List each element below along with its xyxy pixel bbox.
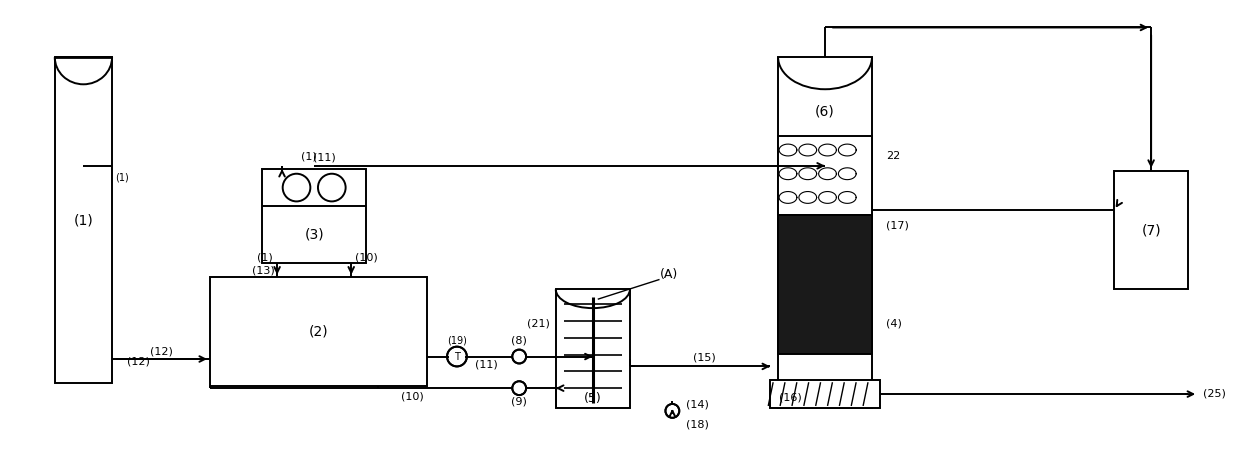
Text: (10): (10) (356, 253, 378, 263)
Text: (8): (8) (512, 336, 527, 346)
Text: (4): (4) (886, 319, 902, 329)
Bar (1114, 171, 1188, 289)
Text: (17): (17) (886, 220, 908, 230)
Text: (6): (6) (815, 105, 835, 119)
Text: (1): (1) (115, 173, 129, 183)
Text: (1): (1) (73, 213, 93, 227)
Text: (1): (1) (258, 253, 273, 263)
Text: (16): (16) (778, 392, 802, 402)
Text: (18): (18) (686, 420, 709, 430)
Text: (5): (5) (584, 392, 602, 405)
Bar (778, 57, 872, 408)
Bar (667, 405, 678, 417)
Text: T: T (453, 352, 460, 362)
Text: (11): (11) (312, 153, 336, 163)
Text: (25): (25) (1203, 388, 1225, 398)
Text: (2): (2) (309, 325, 328, 339)
Text: 22: 22 (886, 151, 900, 161)
Text: (3): (3) (305, 227, 323, 242)
Text: (A): (A) (660, 268, 679, 281)
Bar (556, 289, 629, 408)
Bar (209, 278, 427, 386)
Text: (1): (1) (301, 152, 317, 162)
Text: (11): (11) (476, 359, 498, 370)
Bar (55, 57, 112, 383)
Bar (263, 169, 366, 263)
Bar (771, 380, 880, 408)
Text: (12): (12) (126, 357, 150, 367)
Text: (19): (19) (447, 336, 467, 346)
Text: (15): (15) (693, 353, 715, 363)
Bar (778, 136, 872, 215)
Text: (10): (10) (401, 391, 424, 401)
Bar (778, 215, 872, 354)
Bar (513, 351, 525, 363)
Text: (9): (9) (512, 397, 527, 407)
Text: (12): (12) (150, 346, 172, 356)
Text: (21): (21) (527, 319, 549, 329)
Bar (449, 348, 465, 364)
Text: (13): (13) (253, 265, 275, 276)
Bar (513, 382, 525, 394)
Text: (14): (14) (686, 400, 709, 410)
Text: (7): (7) (1141, 223, 1161, 237)
